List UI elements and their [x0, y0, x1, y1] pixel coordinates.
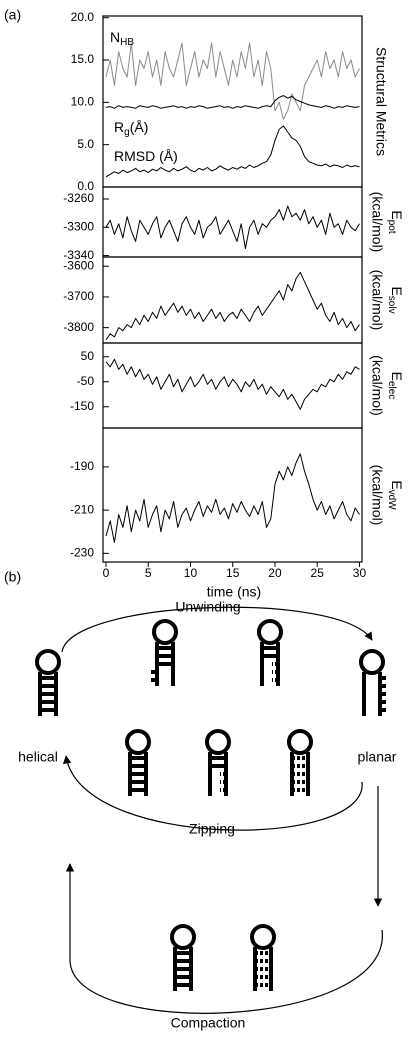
- plot-frame: [102, 186, 363, 258]
- hairpin-loop: [205, 729, 231, 755]
- hairpin-icon: [205, 729, 231, 796]
- arrow: [62, 755, 363, 831]
- y-axis-label: Structural Metrics: [373, 47, 389, 156]
- label-part: solv: [386, 296, 397, 314]
- y-tick-label: -50: [77, 374, 95, 388]
- y-axis-unit: (kcal/mol): [369, 270, 385, 331]
- x-tick-label: 0: [103, 566, 110, 580]
- x-tick-label: 20: [268, 566, 282, 580]
- y-tick-label: 50: [81, 349, 95, 363]
- y-axis-label: EvdW: [386, 480, 405, 510]
- y-tick-label: 15.0: [71, 52, 95, 66]
- label-part: R: [114, 119, 124, 135]
- series-line: [105, 358, 360, 410]
- series-label: Rg(Å): [114, 119, 148, 138]
- y-tick-label: 0.0: [77, 179, 94, 193]
- series-line: [105, 125, 360, 178]
- label-part: g: [124, 127, 130, 138]
- y-axis-unit: (kcal/mol): [369, 355, 385, 416]
- hairpin-loop: [170, 924, 196, 950]
- label-part: E: [389, 480, 405, 489]
- label-part: E: [389, 210, 405, 219]
- y-tick-label: -3300: [63, 219, 94, 233]
- y-tick-label: -3340: [63, 248, 94, 262]
- label-part: N: [110, 29, 120, 45]
- hairpin-loop: [152, 619, 178, 645]
- label-part: E: [389, 372, 405, 381]
- plot-frame: [102, 256, 363, 344]
- panel-label: (b): [4, 569, 21, 585]
- series-line: [105, 271, 360, 341]
- label-part: HB: [120, 37, 134, 48]
- y-tick-label: -3600: [63, 258, 94, 272]
- y-tick-label: -190: [70, 459, 94, 473]
- y-tick-label: 5.0: [77, 137, 94, 151]
- hairpin-icon: [250, 924, 276, 991]
- label-part: RMSD (Å): [114, 148, 178, 164]
- diagram-label: helical: [18, 749, 58, 765]
- y-axis-label: Epot: [386, 210, 405, 233]
- arrow: [65, 863, 383, 1014]
- y-tick-label: 10.0: [71, 95, 95, 109]
- x-tick-label: 10: [184, 566, 198, 580]
- panel-label: (a): [4, 7, 21, 23]
- hairpin-loop: [35, 649, 61, 675]
- y-tick-label: 20.0: [71, 10, 95, 24]
- y-axis-unit: (kcal/mol): [369, 465, 385, 526]
- x-tick-label: 30: [353, 566, 367, 580]
- y-tick-label: -3260: [63, 191, 94, 205]
- hairpin-loop: [359, 649, 385, 675]
- hairpin-icon: [125, 729, 151, 796]
- label-part: pot: [386, 220, 397, 234]
- hairpin-loop: [257, 619, 283, 645]
- y-tick-label: -210: [70, 502, 94, 516]
- label-part: E: [389, 286, 405, 295]
- series-label: RMSD (Å): [114, 148, 178, 164]
- x-tick-label: 5: [145, 566, 152, 580]
- y-axis-label: Eelec: [386, 372, 405, 400]
- hairpin-icon: [35, 649, 61, 716]
- hairpin-icon: [359, 649, 386, 716]
- label-part: elec: [386, 381, 397, 399]
- series-line: [105, 205, 360, 249]
- plot-frame: [102, 427, 363, 563]
- y-tick-label: -150: [70, 399, 94, 413]
- x-tick-label: 25: [311, 566, 325, 580]
- diagram-label: planar: [358, 749, 397, 765]
- series-line: [105, 42, 360, 120]
- arrow: [61, 606, 373, 653]
- series-label: NHB: [110, 29, 134, 48]
- diagram-label: Compaction: [171, 1015, 246, 1031]
- hairpin-icon: [170, 924, 196, 991]
- hairpin-loop: [250, 924, 276, 950]
- y-tick-label: -3700: [63, 289, 94, 303]
- label-part: (Å): [130, 119, 149, 135]
- y-axis-label: Esolv: [386, 286, 405, 313]
- label-part: vdW: [386, 490, 397, 511]
- diagram-label: Unwinding: [175, 599, 240, 615]
- series-line: [105, 453, 360, 543]
- y-tick-label: -3800: [63, 320, 94, 334]
- y-axis-unit: (kcal/mol): [369, 192, 385, 253]
- hairpin-icon: [257, 619, 283, 686]
- series-line: [105, 95, 360, 109]
- hairpin-loop: [125, 729, 151, 755]
- x-axis-label: time (ns): [207, 584, 261, 600]
- y-tick-label: -230: [70, 546, 94, 560]
- hairpin-icon: [151, 619, 178, 686]
- x-tick-label: 15: [226, 566, 240, 580]
- hairpin-icon: [287, 729, 313, 796]
- hairpin-loop: [287, 729, 313, 755]
